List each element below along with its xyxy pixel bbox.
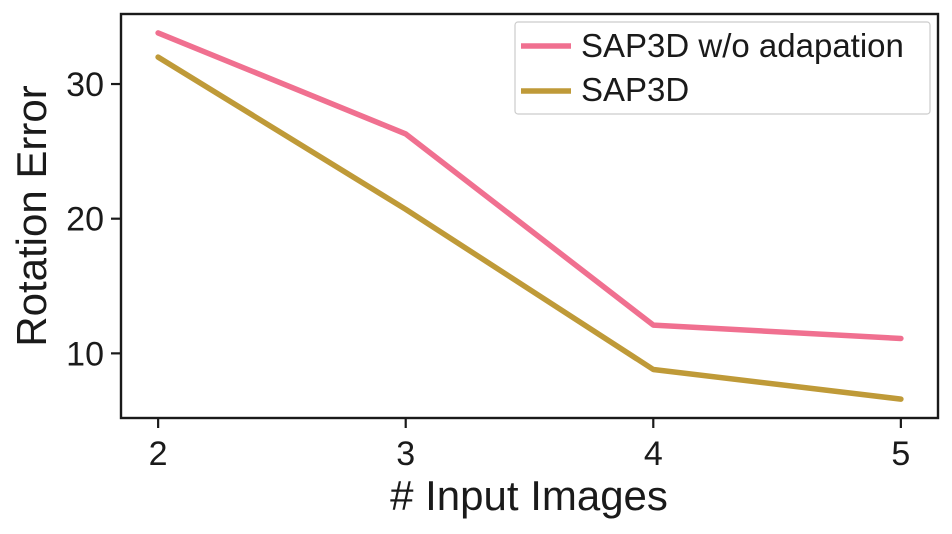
- y-tick-label: 30: [66, 66, 104, 104]
- x-axis-title: # Input Images: [390, 472, 668, 519]
- x-tick-label: 3: [396, 435, 415, 473]
- y-axis-title: Rotation Error: [8, 85, 55, 346]
- legend-frame: [514, 21, 931, 115]
- legend: SAP3D w/o adapation SAP3D: [514, 21, 931, 115]
- x-axis: 2 3 4 5: [149, 418, 910, 473]
- legend-label-sap3d-wo-adapation: SAP3D w/o adapation: [581, 27, 904, 64]
- x-tick-label: 2: [149, 435, 168, 473]
- plot-frame: [119, 12, 940, 420]
- x-tick-label: 4: [644, 435, 663, 473]
- series-line-sap3d: [155, 54, 904, 402]
- plot-lines: [155, 30, 904, 402]
- x-tick-label: 5: [891, 435, 910, 473]
- legend-label-sap3d: SAP3D: [581, 71, 689, 108]
- y-tick-label: 10: [66, 335, 104, 373]
- series-line-sap3d-w-o-adapation: [155, 30, 904, 342]
- y-axis: 10 20 30: [66, 66, 121, 373]
- y-tick-label: 20: [66, 201, 104, 239]
